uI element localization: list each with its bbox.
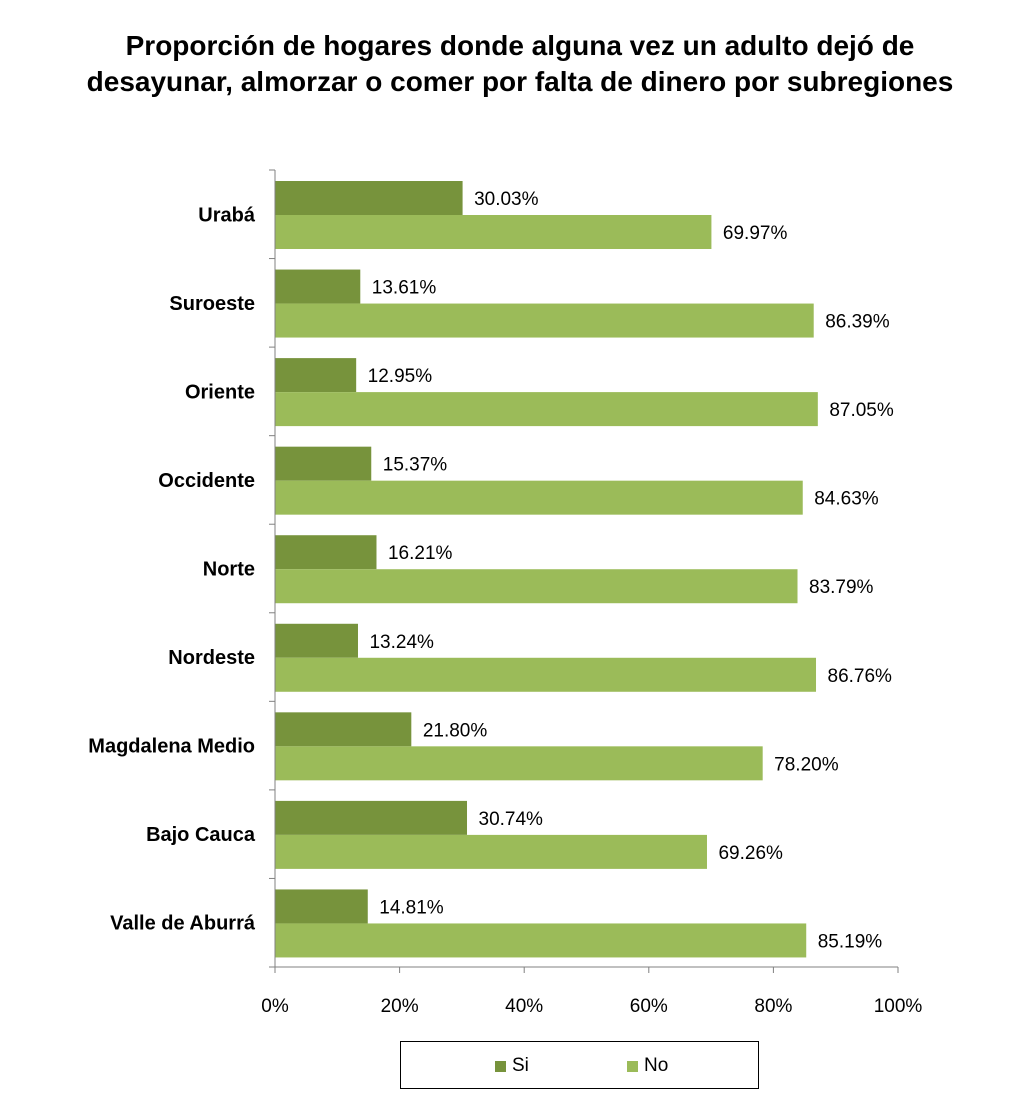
legend: Si No xyxy=(400,1041,759,1089)
bar-si xyxy=(275,269,361,304)
data-label: 84.63% xyxy=(814,489,879,510)
category-label: Urabá xyxy=(198,204,256,226)
bar-no xyxy=(275,923,807,958)
category-label: Occidente xyxy=(158,470,255,492)
bar-si xyxy=(275,889,368,924)
x-tick-label: 80% xyxy=(754,996,792,1017)
bar-no xyxy=(275,215,712,249)
bar-si xyxy=(275,446,372,481)
legend-label-no: No xyxy=(644,1055,669,1076)
data-label: 13.61% xyxy=(372,278,437,299)
bar-si xyxy=(275,623,358,658)
data-label: 78.20% xyxy=(774,754,839,775)
x-tick-label: 40% xyxy=(505,996,543,1017)
x-tick-label: 60% xyxy=(630,996,668,1017)
bar-no xyxy=(275,392,818,427)
data-label: 69.97% xyxy=(723,223,788,244)
data-label: 85.19% xyxy=(818,931,883,952)
bar-si xyxy=(275,712,412,747)
bar-no xyxy=(275,657,817,692)
category-label: Magdalena Medio xyxy=(88,736,255,758)
data-label: 15.37% xyxy=(383,455,448,476)
legend-label-si: Si xyxy=(512,1055,529,1076)
category-label: Norte xyxy=(203,559,255,581)
data-label: 16.21% xyxy=(388,543,453,564)
bar-si xyxy=(275,358,357,393)
bar-no xyxy=(275,480,803,515)
category-label: Nordeste xyxy=(168,647,255,669)
data-label: 87.05% xyxy=(829,400,894,421)
chart-title: Proporción de hogares donde alguna vez u… xyxy=(86,30,954,97)
data-label: 69.26% xyxy=(718,843,783,864)
x-tick-label: 100% xyxy=(874,996,923,1017)
data-label: 21.80% xyxy=(423,720,488,741)
legend-item-si: Si xyxy=(495,1055,529,1077)
x-tick-label: 20% xyxy=(381,996,419,1017)
bar-si xyxy=(275,800,468,835)
bar-no xyxy=(275,746,763,781)
legend-swatch-no xyxy=(627,1060,638,1072)
category-label: Valle de Aburrá xyxy=(110,913,256,935)
data-label: 13.24% xyxy=(369,632,434,653)
data-label: 86.39% xyxy=(825,312,890,333)
data-label: 12.95% xyxy=(368,366,433,387)
bar-no xyxy=(275,569,798,604)
bar-si xyxy=(275,535,377,570)
category-label: Suroeste xyxy=(169,293,255,315)
data-label: 30.03% xyxy=(474,189,539,210)
bar-no xyxy=(275,303,814,338)
data-label: 83.79% xyxy=(809,577,874,598)
legend-item-no: No xyxy=(627,1055,668,1077)
data-label: 30.74% xyxy=(479,809,544,830)
x-tick-label: 0% xyxy=(261,996,289,1017)
bar-si xyxy=(275,181,463,215)
legend-swatch-si xyxy=(495,1060,506,1072)
bar-no xyxy=(275,834,707,869)
data-label: 14.81% xyxy=(379,897,444,918)
data-label: 86.76% xyxy=(828,666,893,687)
category-label: Bajo Cauca xyxy=(146,824,256,846)
category-label: Oriente xyxy=(185,381,255,403)
